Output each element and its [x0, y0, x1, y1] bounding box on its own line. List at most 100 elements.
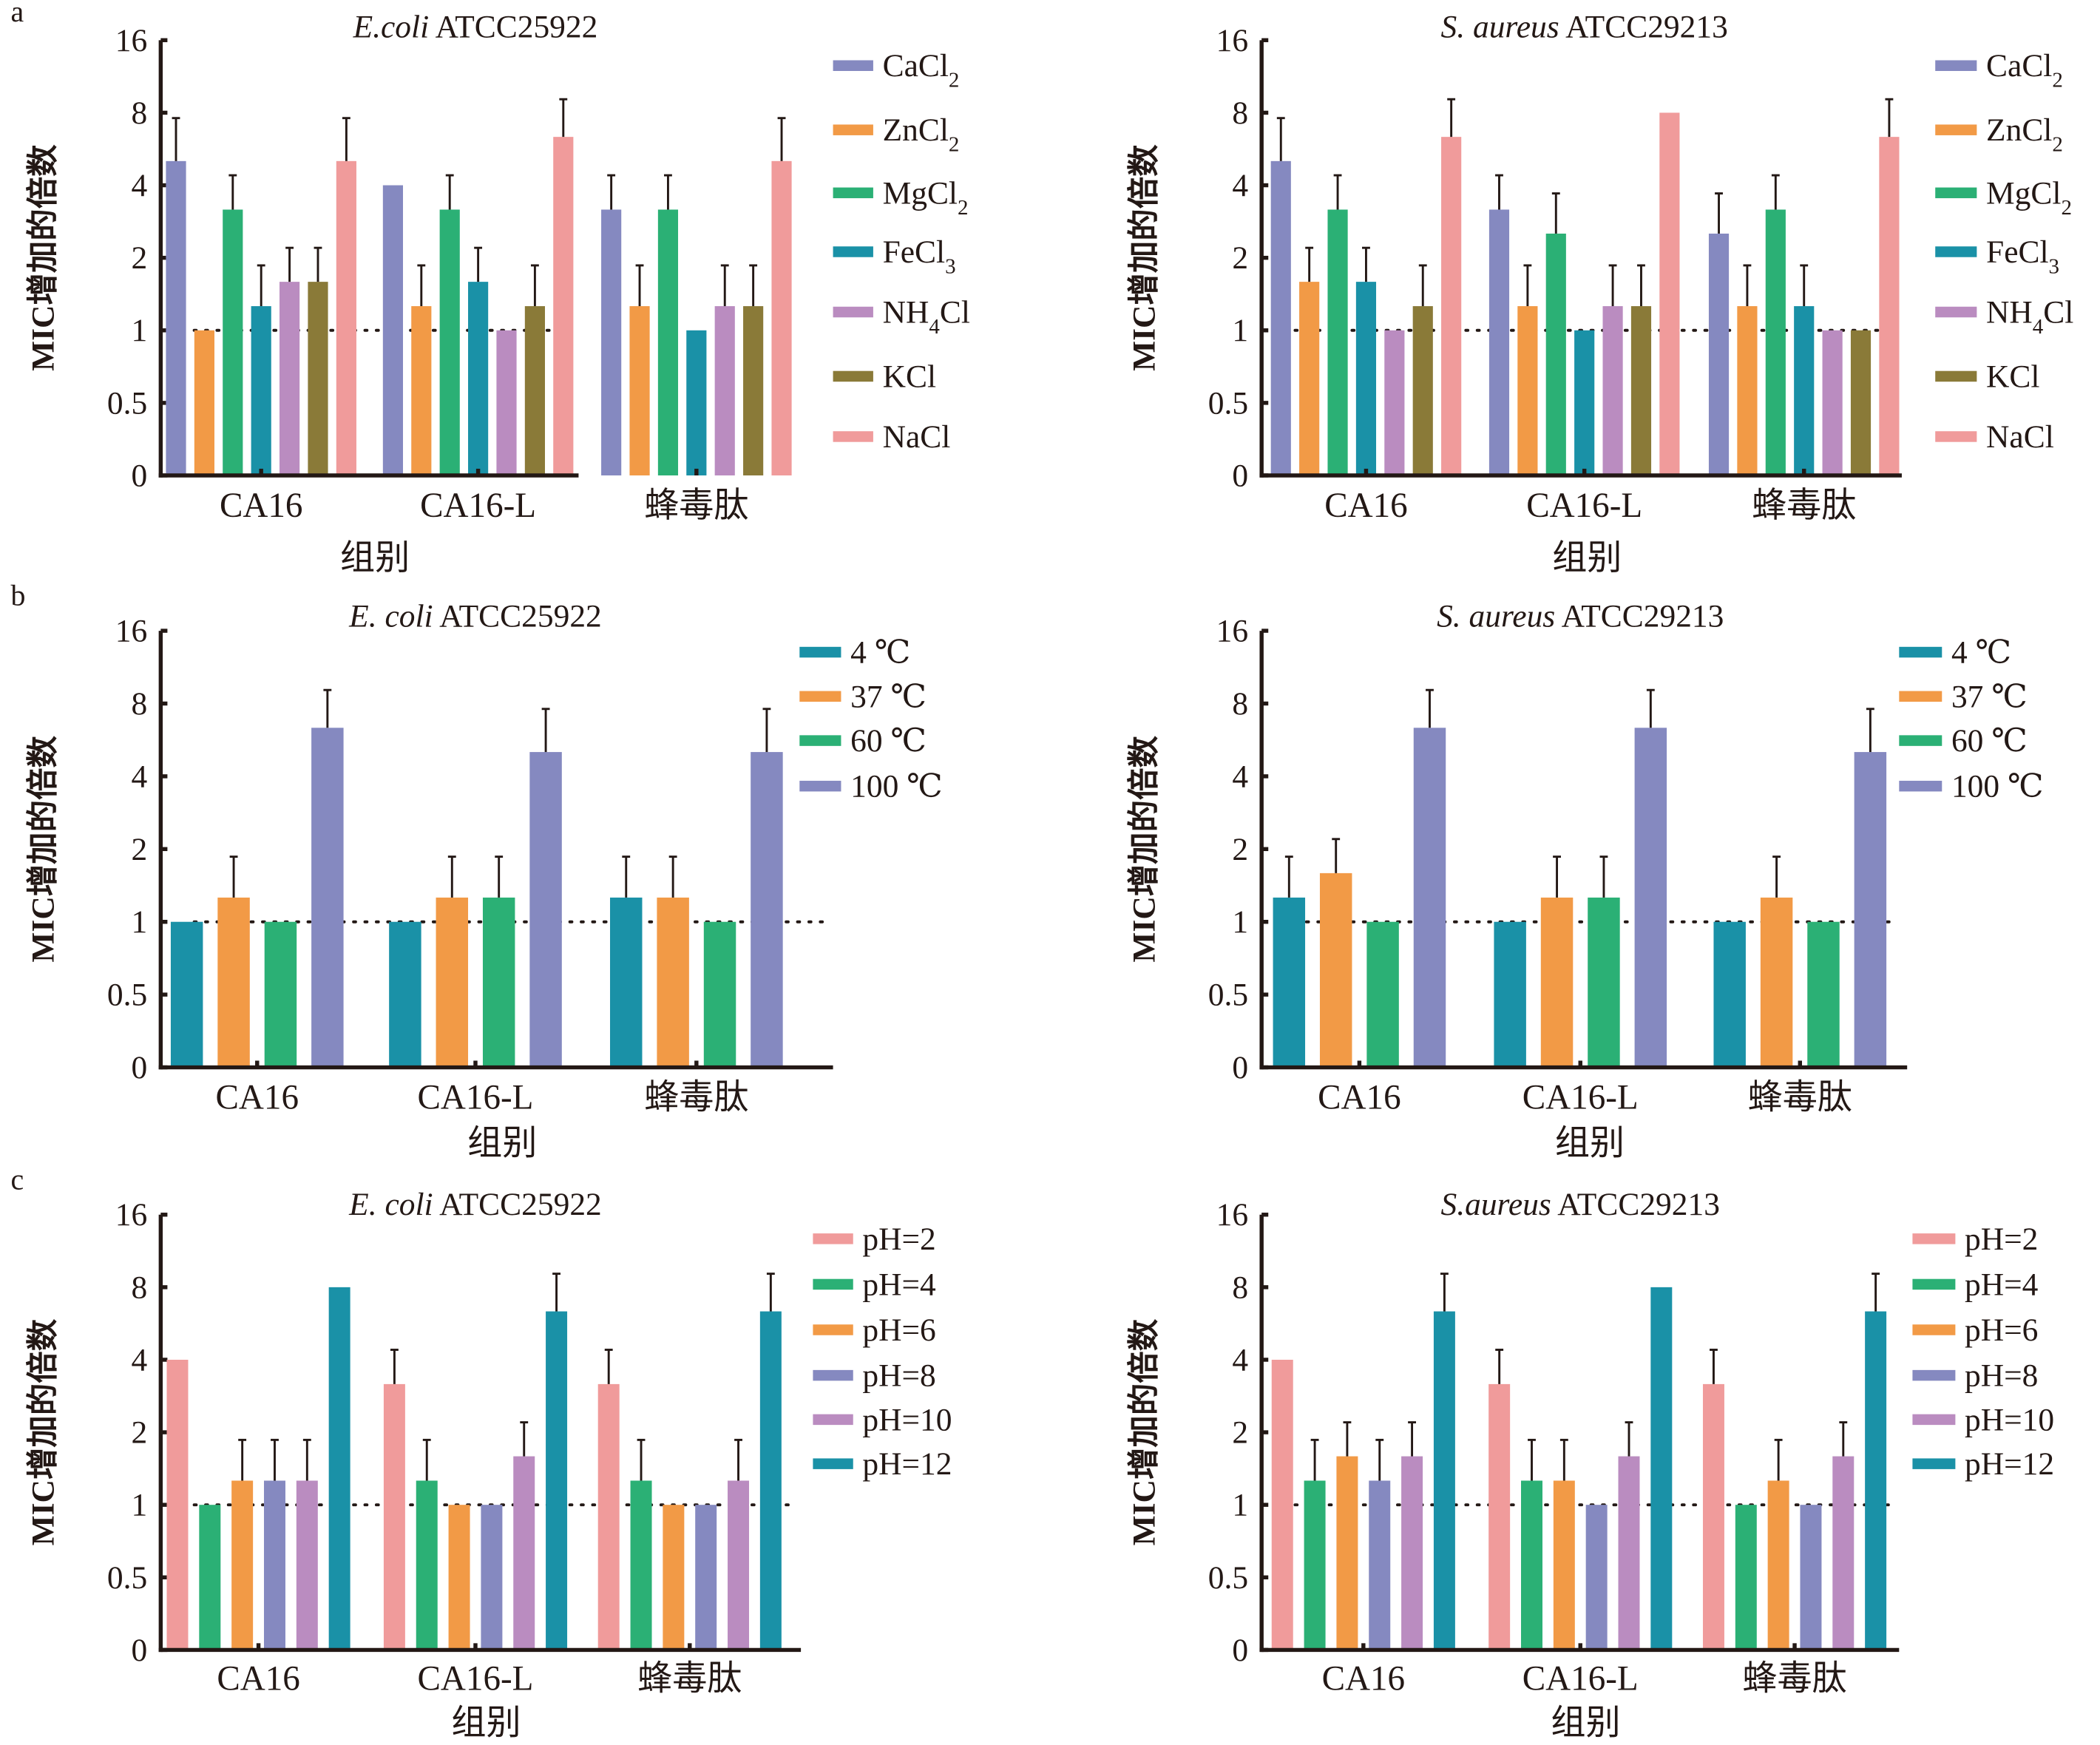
y-tick-label: 0 [132, 1633, 148, 1668]
legend-label: pH=8 [1965, 1358, 2038, 1394]
legend-swatch [833, 306, 873, 318]
y-axis-label: MIC增加的倍数 [25, 735, 61, 962]
legend-item: pH=10 [813, 1402, 952, 1437]
bar [223, 209, 243, 475]
x-tick-label: CA16 [1322, 1660, 1405, 1698]
legend-label: pH=2 [862, 1222, 935, 1257]
bar [1327, 209, 1348, 475]
y-tick-label: 0.5 [1208, 977, 1248, 1013]
legend-item: pH=2 [1912, 1222, 2038, 1257]
y-tick-label: 16 [115, 1197, 147, 1233]
bar [1384, 330, 1405, 475]
chart-a-ecoli: E.coli ATCC25922 MIC增加的倍数 0 0.5 1 2 4 8 16 CA16 CA… [25, 10, 969, 577]
y-tick-label: 1 [1232, 904, 1248, 940]
legend-label: pH=12 [862, 1446, 952, 1482]
bar [311, 728, 344, 1068]
bar [1854, 752, 1887, 1068]
bar [251, 306, 271, 475]
bar [170, 921, 203, 1068]
legend-swatch [833, 370, 873, 382]
bar [496, 330, 517, 475]
bar [1545, 233, 1566, 475]
bar [1540, 897, 1574, 1068]
bar [1713, 921, 1746, 1068]
bar [524, 306, 545, 475]
legend-item: NaCl [833, 419, 950, 455]
x-tick-label: 蜂毒肽 [1752, 487, 1856, 525]
legend-label: KCl [883, 359, 936, 394]
legend-label: pH=6 [1965, 1312, 2038, 1348]
legend-label: 60 ℃ [1951, 723, 2028, 759]
y-tick-label: 2 [1232, 832, 1248, 867]
legend-item: 4 ℃ [1899, 635, 2011, 671]
legend-item: pH=6 [813, 1312, 936, 1348]
legend-label: FeCl3 [883, 234, 956, 278]
bar [166, 1359, 189, 1650]
legend-swatch [1899, 646, 1942, 658]
y-tick-label: 2 [132, 1415, 148, 1451]
bar [166, 160, 186, 475]
legend: pH=2 pH=4 pH=6 pH=8 pH=10 pH=12 [813, 1222, 952, 1482]
chart-title-strain: ATCC29213 [1555, 599, 1724, 634]
chart-b-ecoli: E. coli ATCC25922 MIC增加的倍数 0 0.5 1 2 4 8 16 CA16 C… [25, 599, 942, 1163]
bar [1822, 330, 1843, 475]
chart-title: S. aureus ATCC29213 [1437, 599, 1724, 634]
y-tick-label: 0.5 [107, 977, 147, 1013]
legend-label: 37 ℃ [1951, 679, 2028, 714]
y-tick-label: 8 [132, 95, 148, 131]
legend-label: pH=12 [1965, 1446, 2054, 1482]
x-tick-label: CA16-L [1522, 1079, 1639, 1117]
legend-label: MgCl2 [883, 175, 969, 219]
y-tick-label: 0 [132, 1050, 148, 1085]
legend-item: 37 ℃ [799, 679, 927, 714]
bar [630, 1480, 652, 1650]
legend-swatch [813, 1414, 853, 1426]
legend-item: pH=12 [1912, 1446, 2054, 1482]
y-tick-label: 16 [115, 614, 147, 649]
y-tick-label: 8 [1232, 686, 1248, 722]
bar [771, 160, 792, 475]
legend-swatch [833, 60, 873, 71]
legend-item: KCl [833, 359, 936, 394]
legend-label: NH4Cl [883, 295, 970, 339]
legend-label: KCl [1986, 359, 2039, 394]
legend-label: pH=4 [1965, 1267, 2039, 1302]
legend-item: NaCl [1935, 419, 2054, 455]
legend-item: pH=4 [1912, 1267, 2039, 1302]
bar [601, 209, 622, 475]
legend-item: 60 ℃ [799, 723, 927, 759]
y-tick-label: 0.5 [107, 385, 147, 421]
legend: 4 ℃ 37 ℃ 60 ℃ 100 ℃ [1899, 635, 2044, 804]
legend-label: pH=8 [862, 1358, 935, 1394]
bar [1602, 306, 1623, 475]
legend-label: 4 ℃ [850, 635, 910, 671]
legend-swatch [813, 1278, 853, 1290]
bar [1879, 137, 1900, 475]
x-axis-label: 组别 [340, 539, 410, 577]
bar [1270, 160, 1291, 475]
legend-label: ZnCl2 [883, 112, 960, 156]
legend-item: pH=2 [813, 1222, 936, 1257]
panel-letter-c: c [10, 1162, 24, 1196]
y-tick-label: 1 [132, 904, 148, 940]
y-tick-label: 1 [1232, 1488, 1248, 1523]
legend-swatch [1899, 780, 1942, 792]
x-axis-label: 组别 [1552, 539, 1622, 577]
bar [199, 1505, 221, 1650]
bar [1832, 1456, 1855, 1650]
chart-title: S. aureus ATCC29213 [1441, 10, 1728, 45]
x-tick-label: 蜂毒肽 [637, 1660, 742, 1698]
bar [481, 1505, 503, 1650]
bar [1271, 1359, 1293, 1650]
bar [657, 897, 689, 1068]
chart-c-ecoli: E. coli ATCC25922 MIC增加的倍数 0 0.5 1 2 4 8 16 CA16 C… [25, 1187, 952, 1743]
legend-swatch [1935, 370, 1977, 382]
y-axis-label: MIC增加的倍数 [1126, 144, 1162, 371]
y-tick-label: 2 [1232, 240, 1248, 276]
x-tick-label: CA16-L [418, 1660, 534, 1698]
bar [1366, 921, 1399, 1068]
legend-swatch [799, 646, 841, 658]
chart-title-species: S.aureus [1441, 1187, 1551, 1222]
bar [1488, 209, 1510, 475]
